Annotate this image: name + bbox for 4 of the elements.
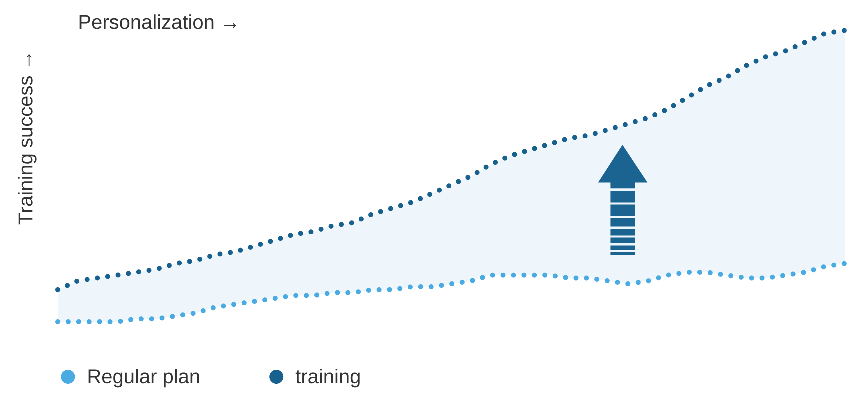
y-axis-title: Training success → (18, 54, 37, 225)
x-axis-title: Personalization → (80, 14, 236, 30)
legend-label: training (296, 369, 360, 388)
legend-label: Regular plan (88, 369, 200, 388)
